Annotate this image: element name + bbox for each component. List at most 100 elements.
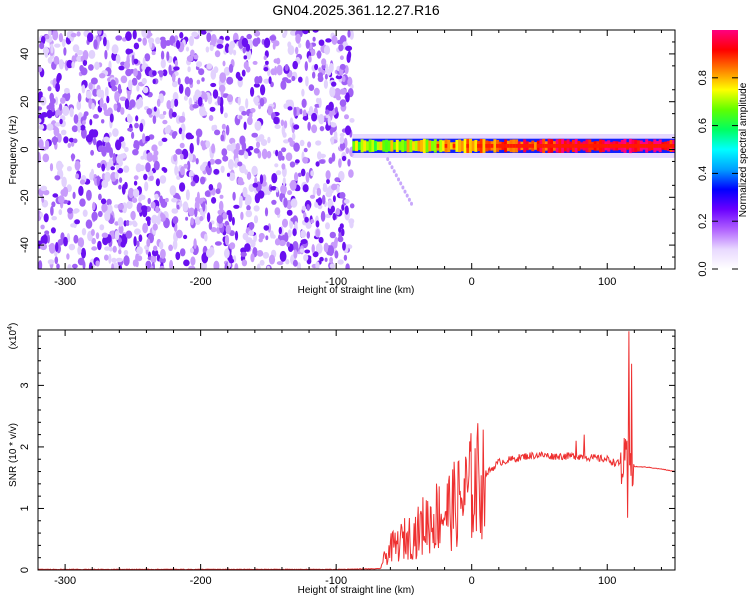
heatmap-noise-cell (220, 134, 225, 142)
heatmap-noise-cell (165, 197, 169, 203)
heatmap-noise-cell (255, 136, 263, 142)
heatmap-noise-cell (281, 163, 286, 170)
heatmap-noise-cell (263, 225, 270, 231)
heatmap-noise-cell (82, 209, 88, 217)
heatmap-noise-cell (168, 64, 172, 75)
heatmap-noise-cell (343, 254, 348, 261)
heatmap-noise-cell (66, 166, 72, 172)
heatmap-noise-cell (113, 103, 118, 111)
heatmap-noise-cell (173, 154, 178, 162)
heatmap-noise-cell (298, 43, 302, 48)
heatmap-noise-cell (193, 238, 197, 250)
heatmap-noise-cell (280, 119, 285, 127)
heatmap-noise-cell (170, 99, 175, 109)
heatmap-noise-cell (132, 188, 140, 198)
heatmap-noise-cell (77, 123, 81, 133)
heatmap-noise-cell (334, 177, 341, 183)
heatmap-noise-cell (223, 66, 231, 76)
heatmap-noise-cell (206, 32, 212, 43)
heatmap-noise-cell (51, 201, 56, 208)
heatmap-noise-cell (140, 155, 145, 160)
heatmap-noise-cell (81, 128, 87, 139)
heatmap-noise-cell (118, 136, 125, 143)
heatmap-noise-cell (47, 86, 52, 92)
heatmap-band-core (582, 144, 586, 148)
heatmap-band-core (490, 144, 494, 148)
heatmap-noise-cell (52, 193, 59, 198)
heatmap-noise-cell (349, 30, 354, 40)
heatmap-noise-cell (186, 160, 191, 171)
line-y-tick-label: 3 (19, 382, 31, 388)
heatmap-noise-cell (133, 236, 137, 247)
heatmap-noise-cell (253, 96, 260, 104)
heatmap-noise-cell (69, 107, 74, 118)
heatmap-noise-cell (254, 120, 262, 131)
heatmap-noise-cell (278, 226, 282, 235)
heatmap-noise-cell (79, 198, 86, 207)
heatmap-noise-cell (155, 178, 160, 187)
heatmap-band-core (436, 144, 440, 148)
heatmap-noise-cell (305, 39, 310, 49)
heatmap-noise-cell (175, 40, 181, 49)
heatmap-noise-cell (287, 106, 293, 111)
heatmap-noise-cell (305, 172, 310, 183)
heatmap-noise-cell (62, 105, 70, 116)
heatmap-noise-cell (220, 86, 224, 97)
heatmap-y-tick-label: 0 (19, 146, 31, 152)
heatmap-noise-cell (115, 164, 120, 170)
heatmap-noise-cell (309, 194, 316, 199)
heatmap-noise-cell (146, 108, 153, 115)
heatmap-noise-cell (169, 259, 174, 269)
heatmap-noise-cell (219, 194, 224, 199)
heatmap-band-core (547, 144, 551, 148)
heatmap-noise-cell (329, 263, 336, 269)
heatmap-marks (38, 30, 675, 269)
heatmap-noise-cell (47, 259, 55, 265)
heatmap-noise-cell (160, 38, 167, 49)
heatmap-noise-cell (166, 51, 170, 61)
heatmap-noise-cell (179, 153, 184, 160)
heatmap-band-cell (352, 141, 356, 151)
line-y-label: SNR (10 * v/v) (8, 423, 19, 487)
heatmap-noise-cell (90, 168, 94, 177)
heatmap-noise-cell (251, 132, 258, 138)
heatmap-noise-cell (75, 173, 79, 180)
heatmap-noise-cell (77, 257, 85, 266)
heatmap-noise-cell (71, 153, 75, 162)
heatmap-noise-cell (97, 240, 102, 251)
heatmap-band-core (591, 144, 594, 148)
heatmap-noise-cell (225, 224, 232, 235)
heatmap-band-core (506, 144, 510, 148)
heatmap-noise-cell (252, 182, 259, 188)
heatmap-noise-cell (46, 123, 54, 131)
heatmap-noise-cell (196, 90, 202, 97)
heatmap-noise-cell (39, 42, 45, 50)
heatmap-noise-cell (339, 99, 347, 107)
heatmap-noise-cell (246, 205, 251, 211)
heatmap-noise-cell (204, 190, 211, 197)
heatmap-noise-cell (100, 198, 107, 205)
heatmap-noise-cell (245, 209, 253, 218)
heatmap-noise-cell (119, 96, 127, 102)
heatmap-noise-cell (116, 154, 123, 165)
heatmap-noise-cell (259, 97, 265, 107)
heatmap-tail-cell (410, 201, 413, 206)
heatmap-noise-cell (303, 254, 309, 262)
heatmap-band-cell (460, 140, 464, 152)
heatmap-noise-cell (123, 255, 130, 267)
heatmap-noise-cell (345, 45, 353, 51)
heatmap-band-core (637, 144, 641, 148)
heatmap-noise-cell (311, 244, 315, 254)
heatmap-noise-cell (328, 101, 334, 112)
heatmap-noise-cell (336, 95, 341, 101)
heatmap-noise-cell (339, 223, 344, 230)
heatmap-noise-cell (129, 99, 136, 108)
heatmap-noise-cell (285, 99, 293, 105)
heatmap-noise-cell (342, 241, 346, 251)
heatmap-noise-cell (323, 242, 329, 253)
heatmap-noise-cell (55, 109, 59, 117)
heatmap-band-core (658, 144, 662, 148)
heatmap-noise-cell (72, 263, 78, 269)
heatmap-noise-cell (325, 170, 331, 180)
heatmap-noise-cell (300, 239, 308, 245)
